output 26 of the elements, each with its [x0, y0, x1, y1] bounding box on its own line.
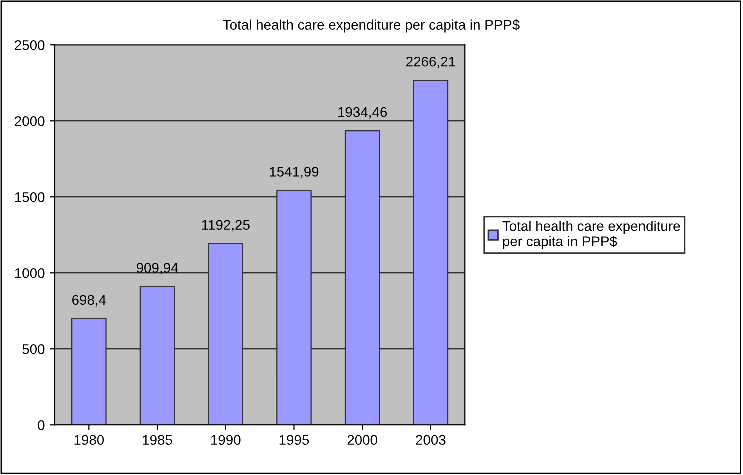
bar	[72, 318, 107, 426]
y-tick-label: 500	[22, 344, 45, 354]
x-tick-label: 1990	[211, 435, 241, 446]
bar	[276, 190, 312, 426]
y-tick-label: 0	[38, 420, 45, 430]
data-label: 698,4	[72, 295, 106, 307]
bar	[208, 243, 244, 426]
data-label: 909,94	[136, 263, 178, 275]
y-tick-label: 1000	[15, 268, 45, 278]
bar	[413, 80, 449, 426]
legend-label: Total health care expenditure per capita in PPP$	[502, 221, 680, 250]
y-tick-label: 1500	[15, 192, 45, 202]
bar	[140, 286, 176, 426]
bar	[344, 130, 380, 426]
x-tick-label: 2000	[348, 435, 378, 446]
x-tick-label: 2003	[416, 435, 446, 446]
x-tick-label: 1980	[74, 435, 104, 446]
y-tick-label: 2000	[15, 116, 45, 126]
x-tick-label: 1985	[143, 435, 172, 446]
data-label: 1934,46	[338, 107, 388, 119]
x-tick-label: 1995	[280, 435, 310, 446]
chart-title: Total health care expenditure per capita in PPP$	[223, 20, 520, 33]
y-tick-label: 2500	[15, 40, 45, 50]
data-label: 1541,99	[270, 167, 319, 179]
data-label: 2266,21	[406, 56, 456, 68]
data-label: 1192,25	[202, 220, 250, 232]
